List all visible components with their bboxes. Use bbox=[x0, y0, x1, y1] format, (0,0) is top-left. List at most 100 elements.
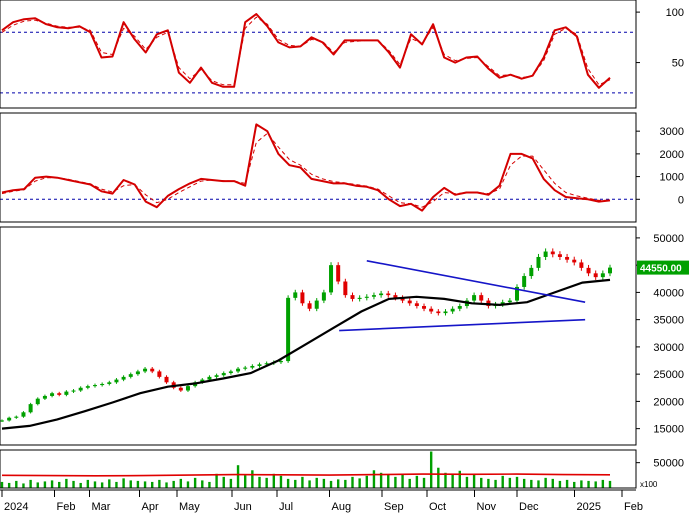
candle bbox=[257, 362, 262, 368]
candle bbox=[357, 295, 362, 302]
candle bbox=[286, 295, 291, 363]
candle bbox=[407, 298, 412, 306]
candle bbox=[185, 384, 190, 392]
volume-unit-label: x100 bbox=[640, 480, 658, 489]
volume-bar bbox=[244, 475, 247, 488]
candle bbox=[321, 289, 326, 304]
candle bbox=[414, 300, 419, 309]
candle bbox=[314, 298, 319, 312]
candle bbox=[529, 264, 534, 279]
candle bbox=[243, 365, 248, 371]
volume-bar bbox=[229, 478, 233, 488]
candle-body bbox=[579, 262, 584, 268]
volume-bar bbox=[501, 475, 504, 488]
candle bbox=[572, 256, 577, 266]
candle bbox=[457, 303, 462, 312]
volume-bar bbox=[165, 482, 168, 488]
candle-body bbox=[472, 295, 477, 301]
signal-line bbox=[1, 132, 610, 208]
candle bbox=[543, 248, 548, 261]
time-tick-label: 2025 bbox=[577, 501, 601, 513]
time-tick-label: Sep bbox=[384, 501, 404, 513]
volume-bar bbox=[422, 477, 426, 488]
volume-bar bbox=[437, 467, 440, 488]
y-tick-label: 50000 bbox=[653, 233, 684, 245]
volume-bar bbox=[387, 474, 390, 488]
candle bbox=[422, 303, 427, 312]
y-tick-label: 15000 bbox=[653, 424, 684, 436]
volume-bar bbox=[322, 478, 326, 488]
candle-body bbox=[393, 295, 398, 298]
candle-body bbox=[85, 386, 90, 388]
volume-bar bbox=[379, 472, 383, 488]
time-tick-label: Apr bbox=[142, 501, 159, 513]
volume-bar bbox=[50, 480, 54, 488]
candle-body bbox=[185, 386, 190, 391]
candle bbox=[329, 262, 334, 296]
trendline bbox=[366, 260, 586, 303]
volume-bar bbox=[286, 478, 290, 488]
y-tick-label: 100 bbox=[666, 7, 684, 19]
candle-body bbox=[608, 267, 612, 274]
candle-body bbox=[479, 295, 484, 301]
moving-average-line bbox=[1, 278, 611, 430]
candle bbox=[300, 289, 305, 306]
volume-bar bbox=[258, 476, 261, 488]
volume-bar bbox=[344, 479, 347, 488]
volume-average-line bbox=[1, 473, 611, 477]
candle bbox=[121, 375, 126, 382]
candle bbox=[386, 290, 391, 298]
candle-body bbox=[429, 308, 434, 312]
candle-body bbox=[178, 387, 183, 391]
volume-bar bbox=[587, 480, 590, 488]
candle bbox=[350, 292, 355, 302]
candle-body bbox=[336, 265, 341, 282]
volume-bar bbox=[508, 477, 512, 488]
volume-bar bbox=[208, 481, 211, 488]
candle bbox=[164, 375, 169, 384]
volume-bar bbox=[0, 481, 4, 488]
candle-body bbox=[557, 254, 562, 257]
candle-body bbox=[157, 371, 162, 377]
volume-bar bbox=[580, 480, 583, 488]
volume-bar bbox=[530, 479, 533, 488]
signal-line bbox=[1, 16, 611, 86]
candle-body bbox=[257, 364, 262, 366]
candle-body bbox=[221, 373, 226, 376]
volume-bar bbox=[22, 483, 25, 488]
candle bbox=[343, 278, 348, 298]
oscillator-1-panel: 50 100 bbox=[0, 0, 684, 109]
y-tick-label: 30000 bbox=[653, 342, 684, 354]
volume-bar bbox=[65, 478, 68, 488]
volume-bar bbox=[544, 477, 547, 488]
volume-bar bbox=[480, 477, 483, 488]
candle-body bbox=[600, 273, 605, 278]
candle-body bbox=[300, 292, 305, 304]
candle bbox=[21, 411, 26, 418]
volume-bar bbox=[458, 470, 461, 488]
time-tick-label: Jun bbox=[234, 501, 252, 513]
volume-bar bbox=[58, 481, 61, 488]
volume-bar bbox=[444, 472, 447, 488]
candle-body bbox=[536, 256, 541, 268]
volume-bar bbox=[265, 477, 268, 488]
candle-body bbox=[135, 371, 140, 375]
last-price-badge bbox=[637, 260, 689, 275]
y-tick-label: 2000 bbox=[660, 149, 684, 161]
volume-bar bbox=[487, 478, 490, 488]
candle-body bbox=[500, 302, 505, 305]
candle bbox=[586, 264, 591, 277]
volume-bar bbox=[294, 479, 297, 488]
oscillator-line bbox=[1, 123, 611, 212]
volume-bar bbox=[179, 478, 183, 488]
candle bbox=[0, 419, 4, 422]
candle-body bbox=[565, 256, 570, 260]
candle bbox=[85, 384, 90, 390]
candle bbox=[593, 270, 598, 280]
volume-bar bbox=[551, 478, 554, 488]
candle-body bbox=[314, 300, 319, 309]
candle-body bbox=[114, 379, 119, 383]
volume-bar bbox=[36, 482, 39, 488]
time-tick-label: Oct bbox=[429, 501, 446, 513]
